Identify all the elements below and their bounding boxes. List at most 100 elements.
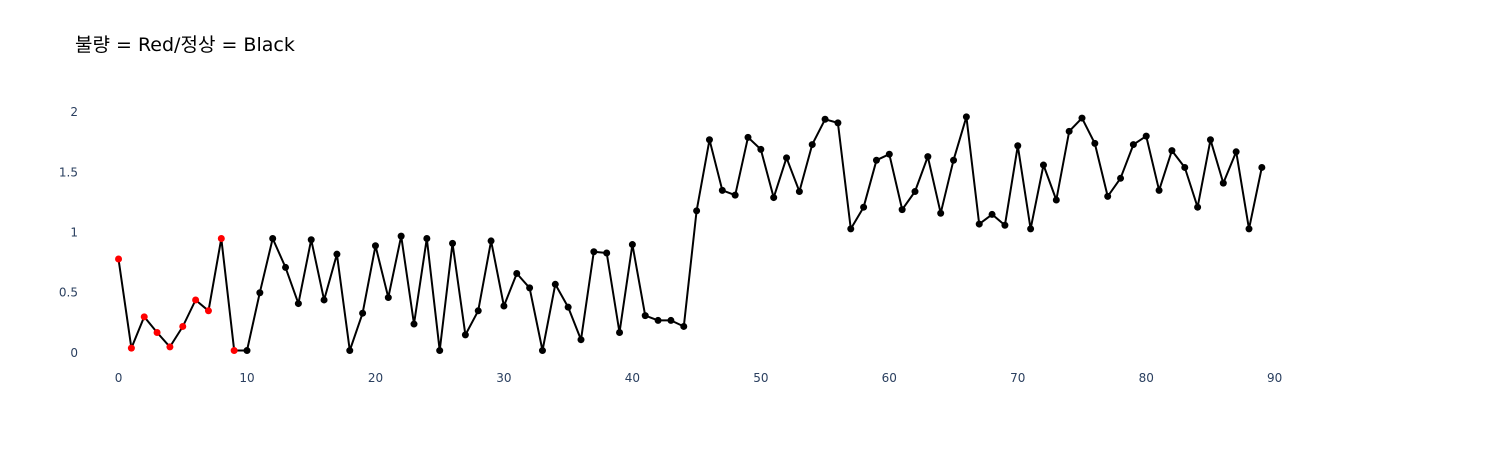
normal-point[interactable] [461,331,469,339]
normal-point[interactable] [384,294,392,302]
normal-point[interactable] [551,280,559,288]
normal-point[interactable] [783,154,791,162]
normal-point[interactable] [410,320,418,328]
normal-point[interactable] [937,209,945,217]
normal-point[interactable] [1219,179,1227,187]
x-tick-label: 10 [239,371,254,385]
normal-point[interactable] [320,296,328,304]
normal-point[interactable] [500,302,508,310]
normal-point[interactable] [1078,114,1086,122]
normal-point[interactable] [924,153,932,161]
defect-point[interactable] [192,296,200,304]
y-tick-label: 0 [70,346,78,360]
normal-point[interactable] [705,136,713,144]
normal-point[interactable] [950,156,958,164]
x-tick-label: 30 [496,371,511,385]
normal-point[interactable] [1142,132,1150,140]
normal-point[interactable] [1065,127,1073,135]
defect-point[interactable] [140,313,148,321]
normal-point[interactable] [860,203,868,211]
normal-point[interactable] [333,250,341,258]
normal-point[interactable] [872,156,880,164]
normal-point[interactable] [1129,141,1137,149]
normal-point[interactable] [628,241,636,249]
normal-point[interactable] [256,289,264,297]
normal-point[interactable] [474,307,482,315]
normal-point[interactable] [538,347,546,355]
normal-point[interactable] [770,194,778,202]
defect-point[interactable] [179,322,187,330]
defect-point[interactable] [230,347,238,355]
normal-point[interactable] [834,119,842,127]
normal-point[interactable] [718,186,726,194]
x-tick-label: 0 [115,371,123,385]
normal-point[interactable] [449,239,457,247]
normal-point[interactable] [654,316,662,324]
normal-point[interactable] [731,191,739,199]
normal-point[interactable] [885,150,893,158]
normal-point[interactable] [371,242,379,250]
normal-point[interactable] [847,225,855,233]
normal-point[interactable] [1027,225,1035,233]
normal-point[interactable] [641,312,649,320]
normal-point[interactable] [1155,186,1163,194]
normal-point[interactable] [1117,174,1125,182]
defect-point[interactable] [166,343,174,351]
normal-point[interactable] [616,328,624,336]
normal-point[interactable] [243,347,251,355]
normal-point[interactable] [795,188,803,196]
normal-point[interactable] [962,113,970,121]
normal-point[interactable] [269,235,277,243]
normal-point[interactable] [603,249,611,257]
normal-point[interactable] [1232,148,1240,156]
y-tick-label: 0.5 [59,286,78,300]
normal-point[interactable] [1104,192,1112,200]
y-tick-label: 1 [70,226,78,240]
normal-point[interactable] [436,347,444,355]
x-tick-label: 60 [882,371,897,385]
normal-point[interactable] [1168,147,1176,155]
normal-point[interactable] [423,235,431,243]
normal-point[interactable] [346,347,354,355]
defect-point[interactable] [204,307,212,315]
normal-point[interactable] [590,248,598,256]
defect-point[interactable] [127,344,135,352]
normal-point[interactable] [359,309,367,317]
series-line-group [117,115,1263,352]
normal-point[interactable] [564,303,572,311]
defect-point[interactable] [217,235,225,243]
normal-point[interactable] [1091,139,1099,147]
normal-point[interactable] [757,145,765,153]
normal-point[interactable] [1039,161,1047,169]
normal-point[interactable] [526,284,534,292]
normal-point[interactable] [680,322,688,330]
defect-point[interactable] [115,255,123,263]
normal-point[interactable] [693,207,701,215]
normal-point[interactable] [397,232,405,240]
defect-point[interactable] [153,328,161,336]
normal-point[interactable] [744,133,752,141]
normal-point[interactable] [282,263,290,271]
normal-point[interactable] [1052,196,1060,204]
normal-point[interactable] [1245,225,1253,233]
normal-point[interactable] [975,220,983,228]
normal-point[interactable] [667,316,675,324]
normal-point[interactable] [1194,203,1202,211]
normal-point[interactable] [1258,163,1266,171]
normal-point[interactable] [1001,221,1009,229]
normal-point[interactable] [577,336,585,344]
normal-point[interactable] [821,115,829,123]
x-tick-label: 50 [753,371,768,385]
normal-point[interactable] [988,210,996,218]
normal-point[interactable] [513,269,521,277]
normal-point[interactable] [911,188,919,196]
x-axis-ticks: 0 10 20 30 40 50 60 70 80 90 [115,371,1283,385]
normal-point[interactable] [307,236,315,244]
normal-point[interactable] [294,300,302,308]
normal-point[interactable] [808,141,816,149]
normal-point[interactable] [898,206,906,214]
normal-point[interactable] [487,237,495,245]
normal-point[interactable] [1014,142,1022,150]
normal-point[interactable] [1181,163,1189,171]
normal-point[interactable] [1206,136,1214,144]
